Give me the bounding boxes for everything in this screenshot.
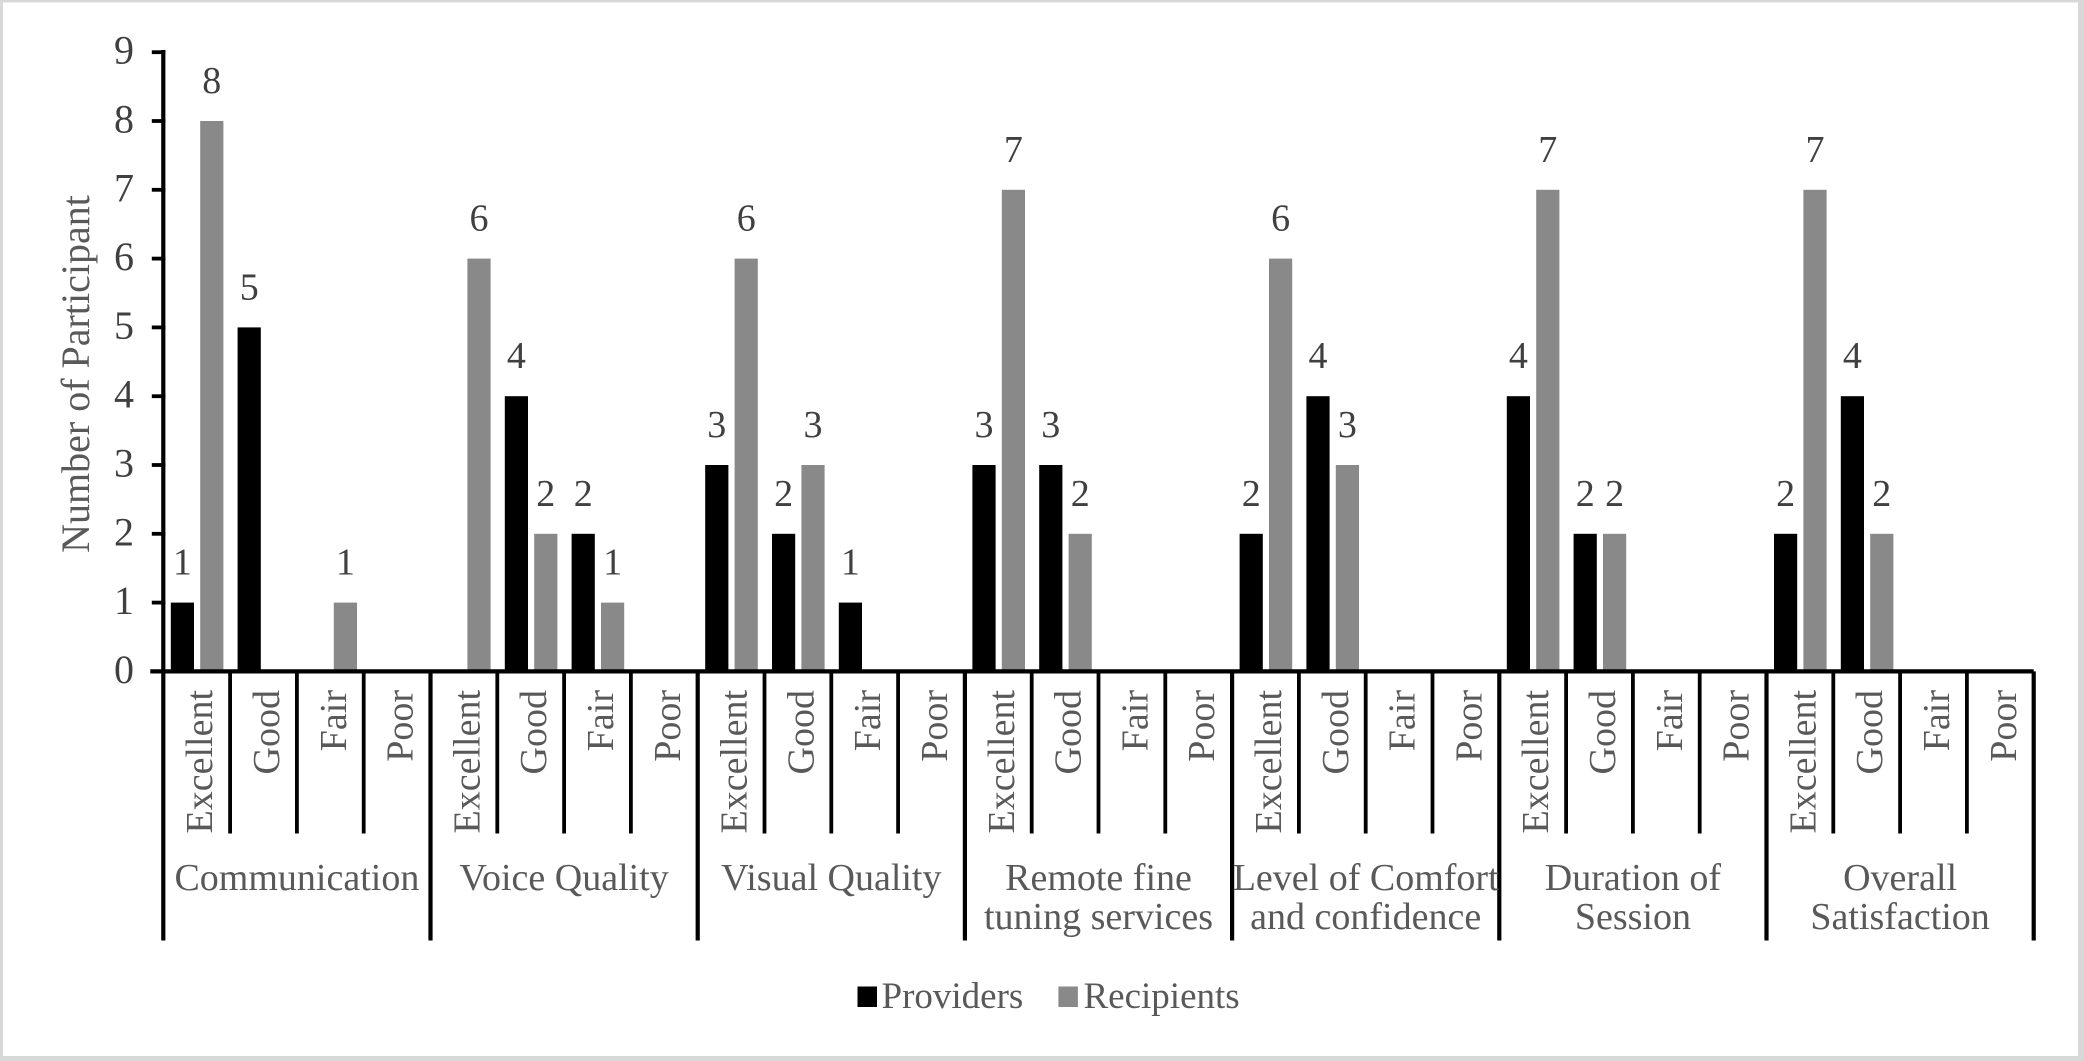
svg-text:7: 7 xyxy=(1538,129,1557,171)
svg-text:Fair: Fair xyxy=(1114,690,1156,752)
svg-text:0: 0 xyxy=(114,647,134,692)
svg-text:Excellent: Excellent xyxy=(446,690,488,834)
svg-text:7: 7 xyxy=(1806,129,1825,171)
svg-text:3: 3 xyxy=(975,404,994,446)
svg-text:8: 8 xyxy=(114,97,134,142)
svg-text:Poor: Poor xyxy=(1448,690,1490,762)
svg-text:4: 4 xyxy=(507,335,526,377)
svg-text:4: 4 xyxy=(1843,335,1862,377)
svg-text:3: 3 xyxy=(1041,404,1060,446)
svg-text:Excellent: Excellent xyxy=(1248,690,1290,834)
svg-text:Session: Session xyxy=(1575,896,1691,938)
svg-text:Poor: Poor xyxy=(1716,690,1758,762)
svg-text:Fair: Fair xyxy=(1916,690,1958,752)
svg-text:Excellent: Excellent xyxy=(714,690,756,834)
svg-text:Poor: Poor xyxy=(914,690,956,762)
svg-text:7: 7 xyxy=(114,165,134,210)
svg-text:Good: Good xyxy=(1582,690,1624,774)
svg-text:Poor: Poor xyxy=(380,690,422,762)
svg-text:1: 1 xyxy=(336,542,355,584)
svg-text:1: 1 xyxy=(841,542,860,584)
svg-text:Fair: Fair xyxy=(1649,690,1691,752)
svg-text:4: 4 xyxy=(114,372,134,417)
svg-text:2: 2 xyxy=(1605,473,1624,515)
svg-text:Remote fine: Remote fine xyxy=(1005,857,1192,899)
svg-text:Visual Quality: Visual Quality xyxy=(721,857,941,899)
svg-text:Voice Quality: Voice Quality xyxy=(459,857,668,899)
svg-text:Communication: Communication xyxy=(174,857,419,899)
svg-text:Good: Good xyxy=(1315,690,1357,774)
svg-text:3: 3 xyxy=(1338,404,1357,446)
svg-text:3: 3 xyxy=(114,441,134,486)
svg-text:2: 2 xyxy=(1776,473,1795,515)
svg-text:Good: Good xyxy=(1849,690,1891,774)
svg-text:1: 1 xyxy=(173,542,192,584)
svg-text:Fair: Fair xyxy=(847,690,889,752)
svg-text:Poor: Poor xyxy=(1181,690,1223,762)
svg-text:Fair: Fair xyxy=(1382,690,1424,752)
svg-text:2: 2 xyxy=(1576,473,1595,515)
svg-text:Overall: Overall xyxy=(1843,857,1957,899)
svg-text:2: 2 xyxy=(114,509,134,554)
svg-text:Good: Good xyxy=(1048,690,1090,774)
svg-text:Excellent: Excellent xyxy=(1515,690,1557,834)
svg-text:2: 2 xyxy=(1872,473,1891,515)
svg-text:Level of Comfort: Level of Comfort xyxy=(1233,857,1499,899)
svg-text:Excellent: Excellent xyxy=(1782,690,1824,834)
svg-text:1: 1 xyxy=(114,578,134,623)
svg-text:Good: Good xyxy=(246,690,288,774)
svg-text:9: 9 xyxy=(114,28,134,73)
svg-text:5: 5 xyxy=(240,266,259,308)
svg-text:Fair: Fair xyxy=(580,690,622,752)
svg-text:Excellent: Excellent xyxy=(179,690,221,834)
svg-text:2: 2 xyxy=(536,473,555,515)
svg-text:Number of Participant: Number of Participant xyxy=(53,195,98,553)
svg-text:Providers: Providers xyxy=(882,976,1024,1017)
svg-text:Excellent: Excellent xyxy=(981,690,1023,834)
svg-text:6: 6 xyxy=(737,198,756,240)
svg-text:Good: Good xyxy=(780,690,822,774)
svg-text:8: 8 xyxy=(202,60,221,102)
svg-text:2: 2 xyxy=(774,473,793,515)
svg-text:2: 2 xyxy=(1071,473,1090,515)
svg-text:Recipients: Recipients xyxy=(1084,976,1240,1017)
svg-text:Poor: Poor xyxy=(1983,690,2025,762)
svg-text:6: 6 xyxy=(1271,198,1290,240)
svg-text:1: 1 xyxy=(603,542,622,584)
svg-text:4: 4 xyxy=(1509,335,1528,377)
svg-text:and confidence: and confidence xyxy=(1250,896,1481,938)
svg-text:5: 5 xyxy=(114,303,134,348)
svg-text:Fair: Fair xyxy=(313,690,355,752)
svg-text:6: 6 xyxy=(114,234,134,279)
svg-text:2: 2 xyxy=(574,473,593,515)
svg-text:Duration of: Duration of xyxy=(1545,857,1722,899)
svg-text:Good: Good xyxy=(513,690,555,774)
svg-text:Poor: Poor xyxy=(647,690,689,762)
svg-text:4: 4 xyxy=(1309,335,1328,377)
svg-text:Satisfaction: Satisfaction xyxy=(1810,896,1989,938)
svg-text:6: 6 xyxy=(470,198,489,240)
svg-text:2: 2 xyxy=(1242,473,1261,515)
svg-text:3: 3 xyxy=(804,404,823,446)
svg-text:7: 7 xyxy=(1004,129,1023,171)
svg-text:tuning services: tuning services xyxy=(984,896,1213,938)
svg-text:3: 3 xyxy=(707,404,726,446)
